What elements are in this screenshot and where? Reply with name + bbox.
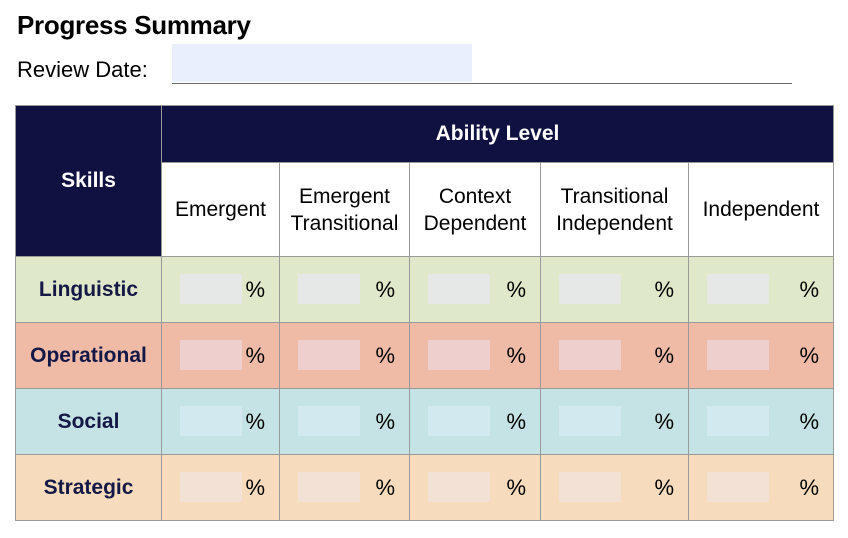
percent-cell: % (409, 454, 541, 521)
percent-cell: % (161, 388, 280, 455)
percent-input[interactable] (428, 472, 490, 502)
percent-sign: % (375, 409, 395, 434)
percent-sign: % (654, 475, 674, 500)
level-header-emergent: Emergent (161, 162, 280, 257)
percent-input[interactable] (298, 274, 360, 304)
level-header-context-dependent: Context Dependent (409, 162, 541, 257)
ability-level-header: Ability Level (161, 105, 834, 163)
review-date-field[interactable] (172, 44, 472, 82)
level-header-emergent-transitional: Emergent Transitional (279, 162, 410, 257)
percent-input[interactable] (298, 406, 360, 436)
level-header-line: Context (438, 184, 512, 208)
percent-sign: % (506, 475, 526, 500)
level-header-line: Transitional (560, 184, 669, 208)
percent-cell: % (279, 388, 410, 455)
percent-cell: % (279, 256, 410, 323)
percent-sign: % (375, 343, 395, 368)
level-header-line: Emergent (298, 184, 391, 208)
percent-sign: % (375, 277, 395, 302)
percent-cell: % (540, 322, 689, 389)
table-row-strategic: Strategic % % % % % (15, 454, 834, 521)
percent-sign: % (245, 277, 265, 302)
level-header-line: Independent (702, 198, 820, 221)
percent-input[interactable] (180, 274, 242, 304)
percent-sign: % (799, 475, 819, 500)
percent-sign: % (506, 343, 526, 368)
level-header-independent: Independent (688, 162, 834, 257)
level-header-line: Independent (556, 211, 673, 235)
percent-sign: % (799, 409, 819, 434)
skill-label-social: Social (15, 388, 162, 455)
percent-cell: % (161, 322, 280, 389)
percent-input[interactable] (428, 340, 490, 370)
progress-table: Skills Ability Level Emergent Emergent T… (15, 105, 834, 521)
percent-input[interactable] (559, 406, 621, 436)
percent-cell: % (540, 454, 689, 521)
percent-input[interactable] (180, 406, 242, 436)
percent-cell: % (688, 322, 834, 389)
table-row-operational: Operational % % % % % (15, 322, 834, 389)
percent-input[interactable] (298, 340, 360, 370)
percent-cell: % (161, 256, 280, 323)
percent-input[interactable] (428, 406, 490, 436)
percent-cell: % (688, 388, 834, 455)
percent-cell: % (161, 454, 280, 521)
percent-sign: % (506, 409, 526, 434)
percent-cell: % (540, 388, 689, 455)
percent-input[interactable] (707, 406, 769, 436)
review-date-underline (172, 83, 792, 84)
percent-input[interactable] (707, 472, 769, 502)
percent-cell: % (540, 256, 689, 323)
table-row-social: Social % % % % % (15, 388, 834, 455)
percent-sign: % (506, 277, 526, 302)
skills-header: Skills (15, 105, 162, 257)
percent-input[interactable] (180, 472, 242, 502)
percent-input[interactable] (559, 340, 621, 370)
page-title: Progress Summary (17, 10, 251, 40)
percent-input[interactable] (707, 340, 769, 370)
percent-input[interactable] (428, 274, 490, 304)
percent-sign: % (654, 343, 674, 368)
percent-cell: % (688, 256, 834, 323)
percent-sign: % (799, 277, 819, 302)
level-header-transitional-independent: Transitional Independent (540, 162, 689, 257)
percent-input[interactable] (298, 472, 360, 502)
percent-sign: % (375, 475, 395, 500)
skill-label-strategic: Strategic (15, 454, 162, 521)
percent-cell: % (409, 256, 541, 323)
percent-input[interactable] (559, 274, 621, 304)
percent-cell: % (409, 388, 541, 455)
percent-sign: % (245, 409, 265, 434)
percent-sign: % (245, 343, 265, 368)
percent-sign: % (654, 409, 674, 434)
percent-input[interactable] (180, 340, 242, 370)
level-header-line: Transitional (290, 211, 399, 235)
skill-label-linguistic: Linguistic (15, 256, 162, 323)
skill-label-operational: Operational (15, 322, 162, 389)
percent-cell: % (409, 322, 541, 389)
level-header-line: Emergent (174, 198, 267, 221)
table-row-linguistic: Linguistic % % % % % (15, 256, 834, 323)
percent-cell: % (279, 454, 410, 521)
percent-input[interactable] (707, 274, 769, 304)
review-date-label: Review Date: (17, 57, 148, 82)
percent-sign: % (245, 475, 265, 500)
percent-sign: % (654, 277, 674, 302)
percent-cell: % (279, 322, 410, 389)
percent-input[interactable] (559, 472, 621, 502)
percent-cell: % (688, 454, 834, 521)
level-header-line: Dependent (423, 211, 527, 235)
percent-sign: % (799, 343, 819, 368)
